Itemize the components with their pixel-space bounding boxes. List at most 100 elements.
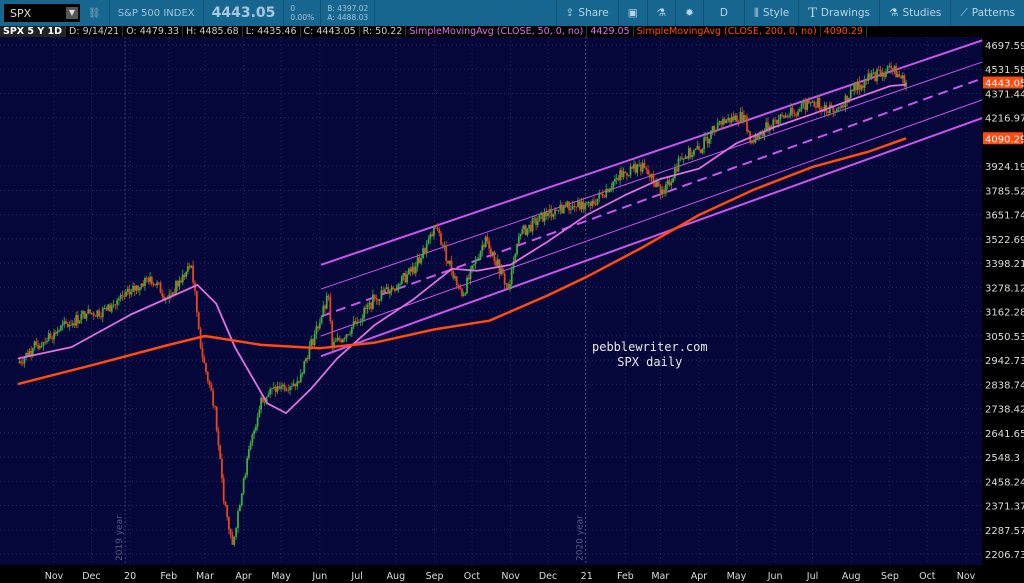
candle-body bbox=[834, 111, 836, 112]
candle-body bbox=[380, 290, 383, 300]
snapshot-button[interactable]: ▣ bbox=[617, 0, 647, 26]
candle-body bbox=[704, 137, 707, 138]
x-tick-label: Mar bbox=[196, 571, 214, 582]
candle-body bbox=[96, 310, 99, 317]
candle-body bbox=[557, 210, 560, 211]
candle-body bbox=[881, 72, 884, 77]
candle-body bbox=[142, 283, 145, 287]
settings-button[interactable]: ✹ bbox=[675, 0, 703, 26]
year-label: 2020 year bbox=[575, 515, 585, 561]
candle-body bbox=[21, 362, 24, 364]
candle-body bbox=[643, 163, 646, 169]
candle-body bbox=[725, 120, 728, 124]
candle-body bbox=[811, 101, 814, 103]
candle-body bbox=[336, 337, 339, 341]
year-label: 2019 year bbox=[115, 515, 125, 561]
candle-body bbox=[502, 268, 504, 274]
candle-body bbox=[180, 280, 182, 283]
y-tick-label: 3398.21 bbox=[985, 259, 1024, 270]
candle-body bbox=[377, 299, 379, 301]
candle-body bbox=[890, 65, 893, 69]
candle-body bbox=[582, 201, 585, 210]
candle-body bbox=[483, 245, 485, 247]
candle-body bbox=[524, 225, 527, 236]
candle-body bbox=[25, 352, 28, 358]
candle-body bbox=[221, 459, 223, 479]
candle-body bbox=[260, 397, 263, 410]
candle-body bbox=[197, 312, 200, 329]
candle-body bbox=[359, 321, 362, 323]
sma200-value: 4090.29 bbox=[821, 26, 867, 37]
candle-body bbox=[710, 130, 712, 139]
candle-body bbox=[265, 396, 268, 402]
candle-body bbox=[647, 169, 649, 175]
candle-body bbox=[171, 292, 174, 296]
net-change: 0 bbox=[290, 4, 296, 13]
candle-body bbox=[596, 198, 599, 205]
candle-body bbox=[614, 178, 616, 182]
candle-body bbox=[205, 363, 207, 373]
candle-body bbox=[774, 119, 777, 121]
candle-body bbox=[89, 309, 91, 314]
candle-body bbox=[422, 248, 424, 258]
candle-body bbox=[235, 527, 238, 537]
candle-body bbox=[242, 478, 245, 494]
candle-body bbox=[110, 305, 113, 312]
price-chart[interactable]: 4697.59 4531.58 4371.44 4216.97 3924.19 3785.… bbox=[0, 37, 1024, 583]
candle-body bbox=[352, 321, 355, 327]
x-tick-label: May bbox=[271, 571, 291, 582]
candle-body bbox=[181, 274, 184, 283]
candle-body bbox=[387, 287, 390, 294]
candle-body bbox=[464, 293, 467, 295]
candle-body bbox=[865, 80, 868, 81]
candle-body bbox=[46, 340, 48, 343]
candle-body bbox=[100, 316, 102, 318]
candle-body bbox=[739, 111, 742, 123]
share-button[interactable]: ⇪ Share bbox=[555, 0, 618, 26]
symbol-selector[interactable]: SPX ▼ bbox=[4, 4, 80, 22]
channel-line-dashed bbox=[320, 77, 983, 318]
candle-body bbox=[610, 187, 613, 190]
candle-body bbox=[550, 209, 553, 217]
candle-body bbox=[296, 381, 299, 387]
x-tick-label: Feb bbox=[617, 571, 634, 582]
candle-body bbox=[358, 321, 360, 323]
studies-button[interactable]: ⚗ Studies bbox=[879, 0, 950, 26]
candle-body bbox=[708, 138, 711, 144]
y-tick-label: 3785.52 bbox=[985, 186, 1024, 197]
candle-body bbox=[443, 245, 446, 247]
drawings-button[interactable]: T Drawings bbox=[798, 0, 879, 26]
candle-body bbox=[673, 168, 676, 179]
candle-body bbox=[26, 352, 29, 357]
text-t-icon: T bbox=[808, 5, 817, 21]
candle-body bbox=[233, 536, 236, 545]
candle-body bbox=[276, 386, 279, 392]
chevron-down-icon[interactable]: ▼ bbox=[66, 7, 78, 19]
timeframe-button[interactable]: D bbox=[702, 0, 744, 26]
candle-body bbox=[176, 281, 179, 287]
candle-body bbox=[343, 338, 346, 340]
candle-body bbox=[476, 259, 479, 261]
candle-body bbox=[294, 383, 297, 387]
flask-button[interactable]: ⚗ bbox=[646, 0, 675, 26]
candle-body bbox=[347, 334, 350, 336]
sma200-label[interactable]: SimpleMovingAvg (CLOSE, 200, 0, no) bbox=[634, 26, 821, 37]
candle-body bbox=[538, 215, 541, 222]
bar-range: R: 50.22 bbox=[360, 26, 407, 37]
candle-body bbox=[228, 517, 230, 530]
candle-body bbox=[262, 397, 264, 402]
candle-body bbox=[820, 108, 823, 111]
candle-body bbox=[886, 66, 889, 73]
candle-body bbox=[600, 192, 602, 194]
candle-body bbox=[87, 309, 90, 314]
sma50-label[interactable]: SimpleMovingAvg (CLOSE, 50, 0, no) bbox=[406, 26, 588, 37]
candle-body bbox=[208, 380, 211, 385]
candle-body bbox=[114, 304, 117, 306]
patterns-button[interactable]: ⟋ Patterns bbox=[950, 0, 1024, 26]
candle-body bbox=[516, 243, 518, 255]
candle-body bbox=[519, 233, 522, 237]
candle-body bbox=[117, 298, 120, 301]
link-icon[interactable]: ⛓ bbox=[88, 7, 101, 19]
candle-body bbox=[322, 305, 325, 318]
style-button[interactable]: ⫼ Style bbox=[743, 0, 798, 26]
